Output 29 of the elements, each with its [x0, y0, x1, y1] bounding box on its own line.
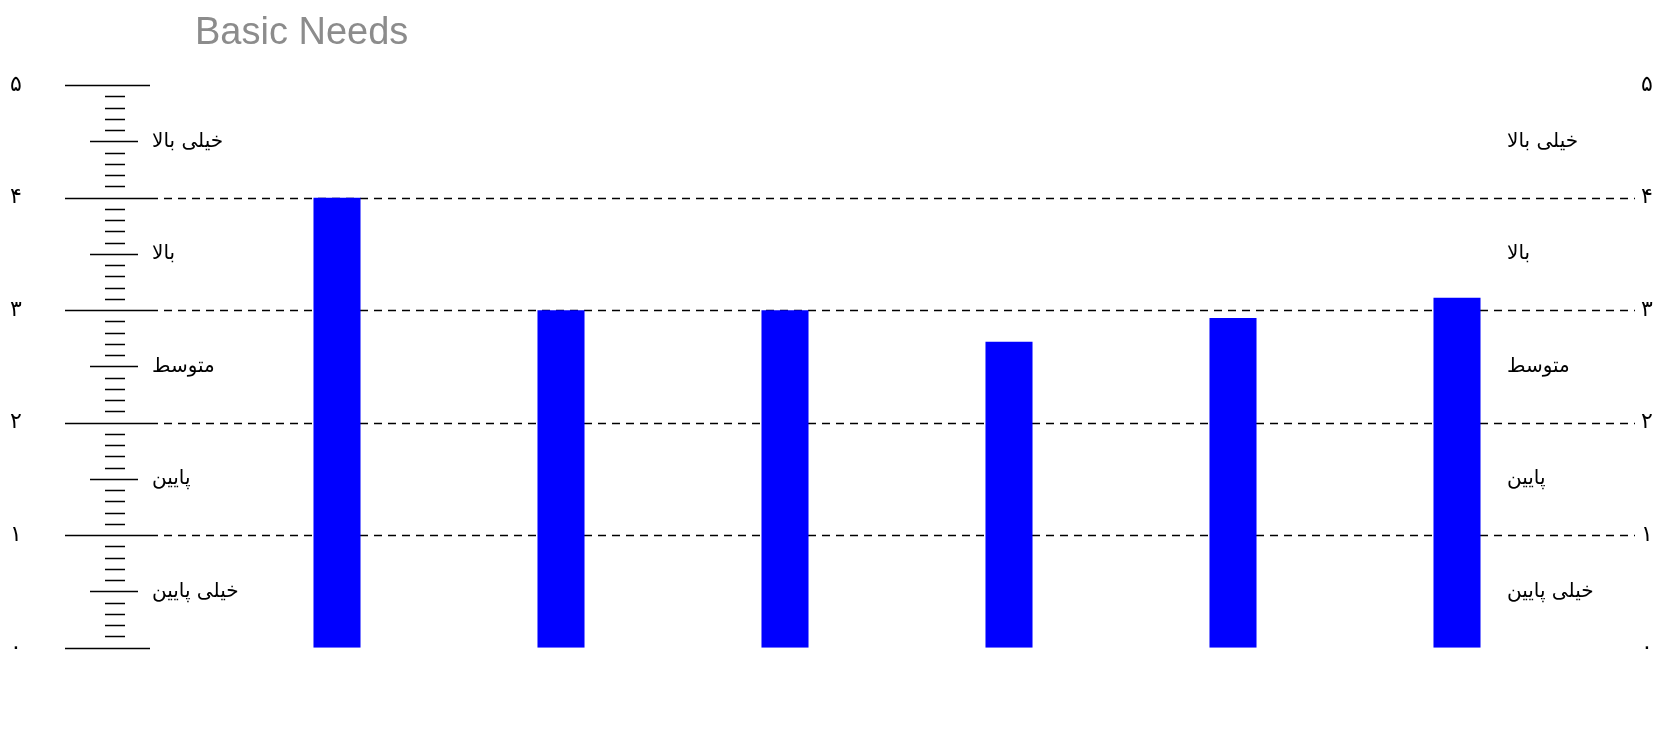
y2-tick-label: ۵ [1641, 70, 1653, 96]
bar [537, 310, 585, 648]
y2-tick-label: ۱ [1641, 521, 1653, 546]
bar [1433, 297, 1481, 648]
annotation: بالا [152, 240, 176, 265]
y-tick-label: ۵ [10, 70, 22, 96]
text: بالا [1507, 240, 1531, 265]
y-tick-label: ۳ [10, 295, 22, 321]
text: خیلی بالا [1507, 127, 1579, 152]
bar [313, 197, 361, 648]
annotation: خیلی بالا [152, 127, 224, 152]
bar [761, 310, 809, 648]
y2-tick-label: ۲ [1641, 408, 1653, 434]
y2-tick-label: ۴ [1641, 183, 1653, 209]
bar [1209, 318, 1257, 648]
text: خیلی پایین [1507, 577, 1594, 602]
y-tick-label: ۲ [10, 408, 22, 434]
y-tick-label: ۱ [10, 521, 22, 546]
y2-tick-label: ۳ [1641, 295, 1653, 321]
text: پایین [1507, 465, 1546, 490]
annotation: خیلی پایین [152, 577, 239, 603]
y2-tick-label: ۰ [1641, 633, 1653, 659]
bar [985, 341, 1033, 648]
text: متوسط [1507, 352, 1570, 377]
y-tick-label: ۴ [10, 183, 22, 209]
chart-title: Basic Needs [195, 10, 409, 53]
y-tick-label: ۰ [10, 633, 22, 659]
annotation: متوسط [152, 352, 215, 377]
annotation: پایین [152, 465, 191, 491]
